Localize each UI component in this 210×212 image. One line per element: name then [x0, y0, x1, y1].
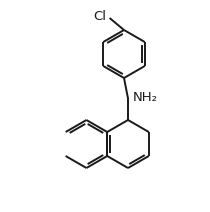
Text: Cl: Cl: [94, 11, 107, 24]
Text: NH₂: NH₂: [133, 91, 158, 104]
